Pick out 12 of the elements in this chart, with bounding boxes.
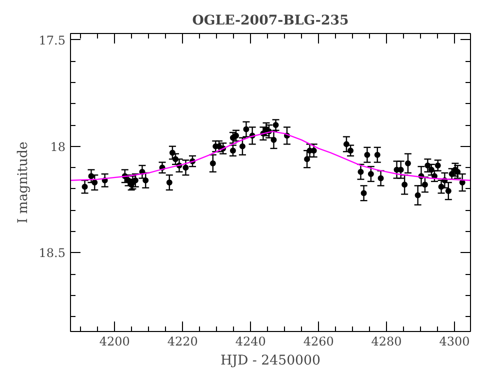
y-tick-label: 18 xyxy=(50,140,66,154)
x-axis-title: HJD - 2450000 xyxy=(220,354,321,368)
x-tick-label: 4260 xyxy=(303,334,334,348)
chart-title: OGLE-2007-BLG-235 xyxy=(192,12,349,28)
x-tick-label: 4240 xyxy=(235,334,266,348)
x-tick-label: 4300 xyxy=(439,334,470,348)
x-tick-label: 4280 xyxy=(371,334,402,348)
x-tick-label: 4220 xyxy=(167,334,198,348)
y-tick-label: 17.5 xyxy=(38,33,66,48)
x-tick-label: 4200 xyxy=(99,334,130,348)
y-tick-label: 18.5 xyxy=(38,246,66,260)
y-axis-title: I magnitude xyxy=(16,141,31,224)
